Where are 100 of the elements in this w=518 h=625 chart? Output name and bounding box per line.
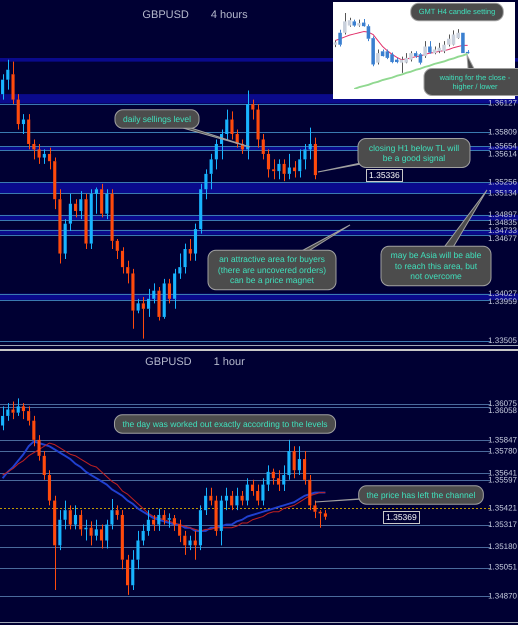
candlestick: [152, 282, 156, 304]
candlestick: [142, 296, 145, 340]
ref-line-label: 1.35641: [488, 468, 518, 478]
candlestick: [94, 186, 98, 214]
candlestick: [94, 519, 98, 542]
ref-line-label: 1.35180: [488, 542, 518, 552]
candlestick: [184, 243, 187, 274]
candlestick: [272, 158, 276, 180]
candlestick: [357, 19, 361, 28]
annotation: the day was worked out exactly according to the levels: [122, 418, 328, 430]
candlestick: [287, 439, 291, 480]
candlestick: [11, 401, 15, 420]
candlestick: [58, 510, 62, 551]
candlestick: [131, 268, 134, 330]
candlestick: [147, 288, 150, 318]
candlestick: [298, 446, 301, 476]
candlestick: [110, 498, 114, 530]
candlestick: [79, 190, 82, 220]
candlestick: [250, 479, 254, 496]
candlestick: [105, 519, 108, 550]
candlestick: [224, 487, 228, 511]
candlestick: [338, 29, 342, 48]
candlestick: [194, 530, 197, 560]
candlestick: [256, 104, 260, 148]
candlestick: [235, 487, 238, 511]
candlestick: [16, 94, 20, 130]
candlestick: [246, 90, 250, 160]
candlestick: [314, 137, 317, 180]
candlestick: [120, 510, 124, 570]
candlestick: [282, 464, 286, 492]
candlestick: [277, 158, 280, 180]
ref-line-label: 1.36127: [488, 98, 518, 108]
candlestick: [168, 278, 171, 304]
candlestick: [6, 402, 10, 422]
candlestick: [157, 508, 160, 532]
candlestick: [266, 148, 270, 178]
candlestick: [292, 446, 296, 479]
text: closing H1 below TL will be a good signal: [368, 142, 460, 164]
candlestick: [64, 218, 67, 260]
candlestick: [225, 109, 228, 140]
chart-title: GBPUSD 1 hour: [145, 356, 246, 368]
candlestick: [58, 188, 62, 264]
candlestick: [136, 530, 140, 570]
candlestick: [152, 514, 156, 532]
candlestick: [194, 223, 198, 262]
candlestick: [22, 402, 25, 420]
candlestick: [110, 188, 114, 250]
candlestick: [256, 484, 260, 506]
candlestick: [105, 188, 108, 220]
candlestick: [116, 238, 119, 260]
candlestick: [162, 278, 166, 320]
candlestick: [32, 138, 36, 160]
ref-line-label: 1.35134: [488, 188, 518, 198]
candlestick: [32, 415, 36, 447]
candlestick: [157, 286, 161, 322]
ref-line-label: 1.35051: [488, 562, 518, 572]
candlestick: [272, 468, 275, 486]
text: 1.35369: [383, 510, 420, 524]
candlestick: [116, 504, 119, 520]
candlestick: [74, 198, 78, 218]
candlestick: [27, 114, 30, 150]
ref-line-label: 1.35809: [488, 128, 518, 136]
ref-line-label: 1.35847: [488, 436, 518, 445]
candlestick: [352, 19, 356, 28]
candlestick: [188, 535, 192, 551]
candlestick: [214, 495, 218, 536]
candlestick: [168, 512, 171, 528]
ref-line-label: 1.35654: [488, 142, 518, 151]
candlestick: [308, 127, 312, 160]
candlestick: [376, 49, 380, 65]
ref-line-label: 1.33959: [488, 296, 518, 306]
ref-line-label: 1.34835: [488, 218, 518, 228]
candlestick: [214, 138, 218, 170]
candlestick: [90, 520, 93, 546]
ref-line-label: 1.35614: [488, 150, 518, 159]
candlestick: [79, 510, 82, 536]
candlestick: [282, 158, 286, 182]
candlestick: [183, 530, 186, 556]
candlestick: [11, 61, 15, 105]
candlestick: [48, 470, 52, 506]
candlestick: [210, 153, 213, 190]
candlestick: [1, 74, 4, 100]
candlestick: [37, 434, 41, 462]
candlestick: [90, 188, 93, 250]
candlestick: [53, 495, 56, 591]
candlestick: [178, 253, 182, 280]
candlestick: [136, 298, 140, 314]
candlestick: [172, 514, 176, 532]
candlestick: [288, 153, 291, 180]
ref-line-label: 1.36058: [488, 406, 518, 416]
text: may be Asia will be able to reach this area, but not overcome: [390, 250, 482, 282]
text: GBPUSD 4 hours: [142, 9, 248, 22]
candlestick: [204, 487, 208, 516]
candlestick: [84, 193, 88, 250]
candlestick: [240, 490, 244, 506]
candlestick: [266, 464, 270, 492]
ref-line-label: 1.35780: [488, 446, 518, 456]
candlestick: [162, 510, 166, 526]
candlestick: [22, 114, 26, 135]
candlestick: [146, 510, 150, 536]
